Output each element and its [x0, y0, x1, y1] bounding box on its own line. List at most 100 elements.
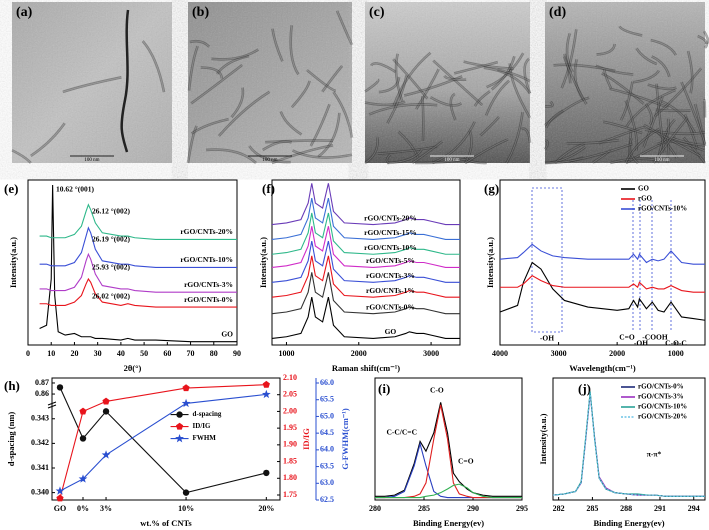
nanotube	[432, 59, 484, 107]
tem-image: (b) 100 nm	[186, 2, 354, 165]
nanotube	[544, 156, 584, 165]
nanotube	[310, 104, 330, 147]
nanotube	[205, 148, 257, 164]
y3-tick-label: 64.0	[320, 445, 334, 454]
nanotube	[651, 55, 671, 78]
nanotube	[432, 121, 476, 164]
x-tick-label: 285	[418, 504, 430, 513]
x-tick-label: 90	[233, 349, 241, 358]
nanotube	[231, 87, 244, 118]
plot-frame	[374, 377, 523, 501]
marker	[56, 384, 64, 391]
nanotube	[554, 143, 585, 164]
nanotube	[544, 146, 586, 164]
nanotube	[655, 108, 691, 113]
series-label: rGO/CNTs-0%	[184, 295, 233, 304]
x-tick-label: 30	[94, 349, 102, 358]
nanotube	[655, 83, 666, 153]
x-tick-label: 80	[210, 349, 218, 358]
series-label: rGO/CNTs-3%	[184, 280, 233, 289]
nanotube	[651, 56, 670, 77]
nanotube	[509, 63, 531, 118]
nanotube	[432, 60, 483, 106]
nanotube	[560, 29, 578, 89]
x-tick-label: 3%	[100, 504, 112, 513]
nanotube	[603, 121, 643, 134]
annotation: -OH	[540, 334, 554, 343]
nanotube	[643, 96, 663, 148]
series-label: rGO/CNTs-20%	[364, 213, 417, 222]
nanotube	[443, 74, 467, 82]
nanotube	[544, 101, 554, 107]
legend-label: rGO/CNTs-3%	[638, 393, 684, 401]
series-line	[271, 272, 460, 315]
marker	[182, 489, 190, 496]
marker	[175, 422, 184, 430]
nanotube	[703, 99, 706, 118]
nanotube	[635, 47, 658, 66]
nanotube	[190, 64, 243, 104]
nanotube	[660, 99, 697, 134]
nanotube	[464, 130, 472, 164]
x-tick-label: 10%	[178, 504, 194, 513]
panel-label: (j)	[578, 381, 591, 396]
nanotube	[62, 76, 122, 94]
nanotube	[306, 69, 336, 92]
nanotube	[395, 53, 403, 102]
series-line	[499, 261, 706, 321]
nanotube	[636, 48, 658, 65]
nanotube	[553, 63, 616, 73]
nanotube	[568, 142, 634, 163]
nanotube	[364, 100, 406, 107]
nanotube	[450, 93, 456, 121]
nanotube	[415, 68, 440, 110]
nanotube	[598, 125, 646, 145]
nanotube	[625, 128, 660, 164]
x-tick-label: 3000	[551, 349, 567, 358]
y3-axis-title: G-FWHM(cm⁻¹)	[340, 408, 350, 469]
y-tick-label: 0.87	[35, 378, 49, 387]
scale-bar-label: 100 nm	[654, 158, 669, 163]
x-tick-label: 2000	[609, 349, 625, 358]
nanotube	[464, 156, 487, 164]
nanotube	[595, 65, 634, 75]
nanotube	[335, 10, 354, 46]
marker	[262, 380, 270, 388]
nanotube	[483, 67, 531, 94]
nanotube	[656, 118, 676, 164]
nanotube	[647, 83, 677, 91]
nanotube	[601, 72, 644, 105]
y2-tick-label: 1.85	[283, 456, 297, 465]
nanotube	[524, 58, 531, 94]
x-tick-label: 40	[117, 349, 125, 358]
nanotube	[306, 69, 337, 93]
series-label: rGO/CNTs-10%	[364, 243, 417, 252]
y-axis-title: Intensity(a.u.)	[485, 237, 495, 288]
nanotube	[645, 103, 653, 125]
x-tick-label: GO	[54, 504, 66, 513]
annotation: C-C/C=C	[386, 428, 417, 437]
x-tick-label: 0	[26, 349, 30, 358]
nanotube	[386, 148, 423, 165]
y3-tick-label: 64.5	[320, 428, 334, 437]
y2-axis-title: ID/IG	[301, 428, 311, 450]
image-label: (c)	[369, 5, 385, 20]
y2-tick-label: 1.90	[283, 440, 297, 449]
nanotube	[230, 87, 245, 119]
nanotube	[629, 138, 639, 164]
nanotube	[596, 43, 617, 56]
nanotube	[463, 61, 514, 70]
nanotube	[479, 116, 500, 137]
nanotube	[497, 69, 531, 82]
scale-bar-label: 100 nm	[262, 158, 277, 163]
nanotube	[411, 140, 444, 165]
annotation: -COOH	[642, 333, 668, 342]
nanotube	[703, 30, 709, 45]
panel-label: (h)	[4, 378, 20, 393]
nanotube	[697, 34, 709, 49]
nanotube	[463, 60, 514, 71]
nanotube	[280, 111, 302, 135]
nanotube	[449, 92, 457, 121]
nanotube	[655, 109, 691, 112]
